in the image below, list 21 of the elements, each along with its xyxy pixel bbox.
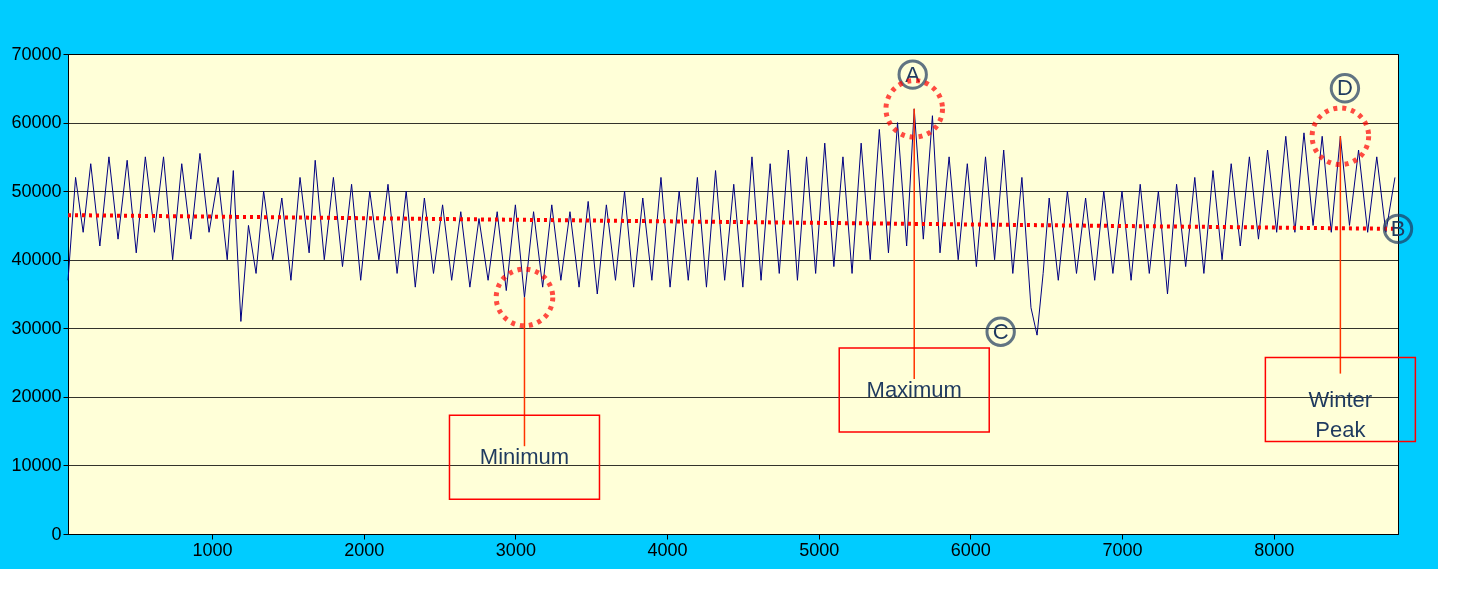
x-tick-label: 3000	[495, 539, 536, 560]
y-tick-label: 70000	[11, 43, 62, 64]
x-tick-label: 2000	[344, 539, 385, 560]
annotation: Maximum	[866, 377, 962, 402]
x-tick-label: 7000	[1102, 539, 1143, 560]
x-tick-label: 5000	[799, 539, 840, 560]
annotation: D	[1336, 75, 1353, 101]
x-tick-label: 8000	[1254, 539, 1295, 560]
y-tick-label: 10000	[11, 454, 62, 475]
y-tick-label: 50000	[11, 180, 62, 201]
y-tick-label: 60000	[11, 112, 62, 133]
y-tick-label: 40000	[11, 249, 62, 270]
y-tick-label: 30000	[11, 317, 62, 338]
x-tick-label: 1000	[192, 539, 233, 560]
y-tick-label: 0	[51, 523, 62, 544]
annotation: B	[1390, 215, 1406, 241]
x-tick-label: 6000	[950, 539, 991, 560]
y-tick-label: 20000	[11, 386, 62, 407]
annotation: Minimum	[479, 444, 570, 470]
annotation: A	[905, 61, 921, 87]
x-tick-label: 4000	[647, 539, 688, 560]
